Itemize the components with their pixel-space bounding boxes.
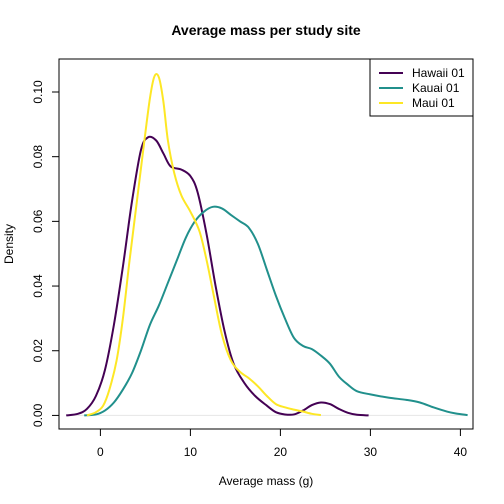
density-line-kauai-01 [84, 205, 468, 417]
y-tick-label: 0.00 [31, 403, 45, 427]
x-axis: 0 10 20 30 40 [97, 428, 468, 459]
y-tick-label: 0.10 [31, 80, 45, 104]
x-tick-label: 0 [97, 445, 104, 459]
y-tick-label: 0.08 [31, 145, 45, 169]
y-axis-label: Density [2, 224, 16, 264]
x-axis-label: Average mass (g) [219, 474, 313, 488]
density-line-hawaii-01 [66, 135, 369, 417]
x-tick-label: 30 [364, 445, 378, 459]
y-tick-label: 0.04 [31, 274, 45, 298]
x-tick-label: 10 [184, 445, 198, 459]
density-line-maui-01 [86, 73, 322, 417]
x-tick-label: 20 [274, 445, 288, 459]
y-axis: 0.00 0.02 0.04 0.06 0.08 0.10 [31, 80, 60, 427]
legend-label: Maui 01 [412, 96, 455, 110]
series-lines [66, 73, 468, 417]
legend-label: Kauai 01 [412, 81, 460, 95]
y-tick-label: 0.06 [31, 209, 45, 233]
legend-label: Hawaii 01 [412, 66, 465, 80]
chart-title: Average mass per study site [171, 22, 361, 38]
y-tick-label: 0.02 [31, 339, 45, 363]
x-tick-label: 40 [454, 445, 468, 459]
